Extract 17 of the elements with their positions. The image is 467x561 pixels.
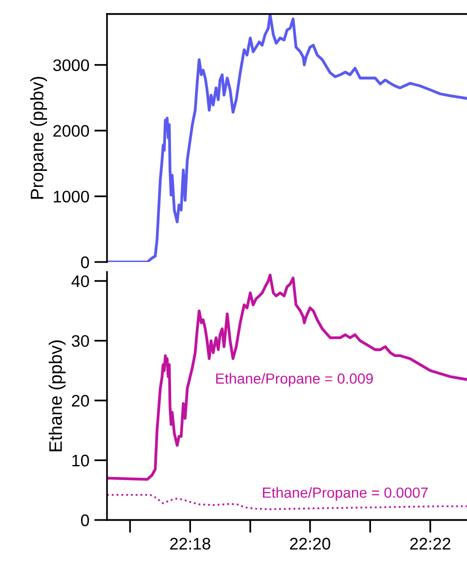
- y-tick-label: 1000: [54, 190, 89, 203]
- series-label: Ethane/Propane = 0.0007: [262, 487, 428, 501]
- x-tick-label: 22:20: [290, 538, 330, 550]
- y-tick-label: 30: [72, 335, 89, 347]
- y-tick-label: 0: [81, 514, 89, 526]
- series-label: Ethane/Propane = 0.009: [216, 373, 373, 387]
- y-axis-title: Ethane (ppbv): [48, 340, 66, 452]
- y-tick-label: 40: [71, 275, 89, 288]
- line-series: [107, 274, 467, 481]
- y-axis-title: Propane (ppbv): [30, 76, 48, 199]
- y-tick-label: 10: [72, 454, 89, 466]
- y-tick-label: 0: [81, 256, 89, 268]
- x-tick-label: 22:22: [410, 538, 450, 550]
- y-tick-label: 3000: [53, 59, 89, 72]
- y-tick-label: 2000: [53, 125, 89, 137]
- y-tick-label: 20: [72, 394, 89, 407]
- x-tick-label: 22:18: [170, 538, 210, 550]
